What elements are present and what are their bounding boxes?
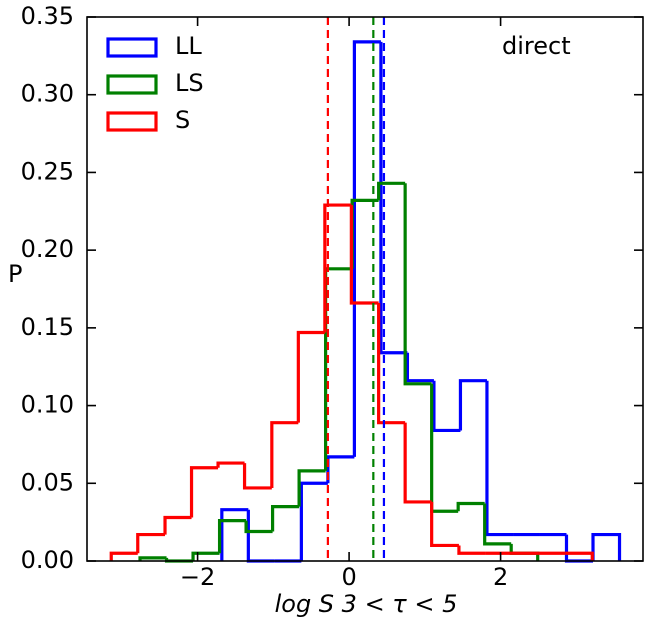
hist-step [191,551,220,561]
legend-label: LS [175,69,204,97]
y-tick-label: 0.20 [21,235,74,263]
hist-step [163,515,192,535]
hist-step [216,461,245,468]
legend-swatch [106,111,158,132]
legend-swatch [106,37,158,58]
hist-step [458,379,487,431]
hist-step [432,380,461,433]
hist-step [377,181,406,201]
hist-step [403,183,432,386]
hist-step [270,421,299,488]
y-tick-label: 0.00 [21,546,74,574]
hist-step [296,330,325,423]
hist-step [270,505,300,532]
hist-step [565,551,594,561]
legend-swatch [106,74,158,95]
hist-step [430,383,459,513]
hist-step [483,503,512,546]
y-tick-label: 0.30 [21,80,74,108]
hist-step [324,267,353,471]
hist-step [297,469,326,507]
hist-step [299,481,328,561]
hist-step [244,520,273,534]
x-tick-label: 0 [341,563,356,591]
annotation: direct [502,32,571,60]
hist-step [564,534,594,563]
hist-step [109,551,138,561]
hist-step [246,509,275,563]
hist-step [189,466,219,518]
hist-step [349,205,379,305]
hist-step [405,352,434,383]
legend-label: LL [175,32,202,60]
hist-step [242,463,272,490]
hist-step [379,41,408,355]
hist-step [138,556,167,561]
y-axis-label: P [8,260,22,288]
y-tick-label: 0.05 [21,468,74,496]
hist-step [220,508,249,561]
hist-step [485,380,514,537]
hist-step [352,40,381,457]
y-tick-label: 0.25 [21,157,74,185]
hist-step [430,501,459,548]
hist-step [350,198,379,269]
hist-step [457,545,486,555]
hist-step [136,532,166,554]
x-tick-label: 2 [493,563,508,591]
y-tick-label: 0.10 [21,391,74,419]
hist-step [326,455,355,484]
hist-step [377,302,406,425]
y-tick-label: 0.35 [21,2,74,30]
hist-step [403,422,432,504]
hist-step [323,203,352,333]
y-tick-label: 0.15 [21,313,74,341]
x-tick-label: −2 [180,563,215,591]
plot-frame [86,16,644,562]
hist-step [456,501,485,512]
x-axis-label: log S 3 < τ < 5 [275,590,458,618]
legend-label: S [175,106,190,134]
hist-step [591,532,622,561]
hist-step [217,518,247,554]
